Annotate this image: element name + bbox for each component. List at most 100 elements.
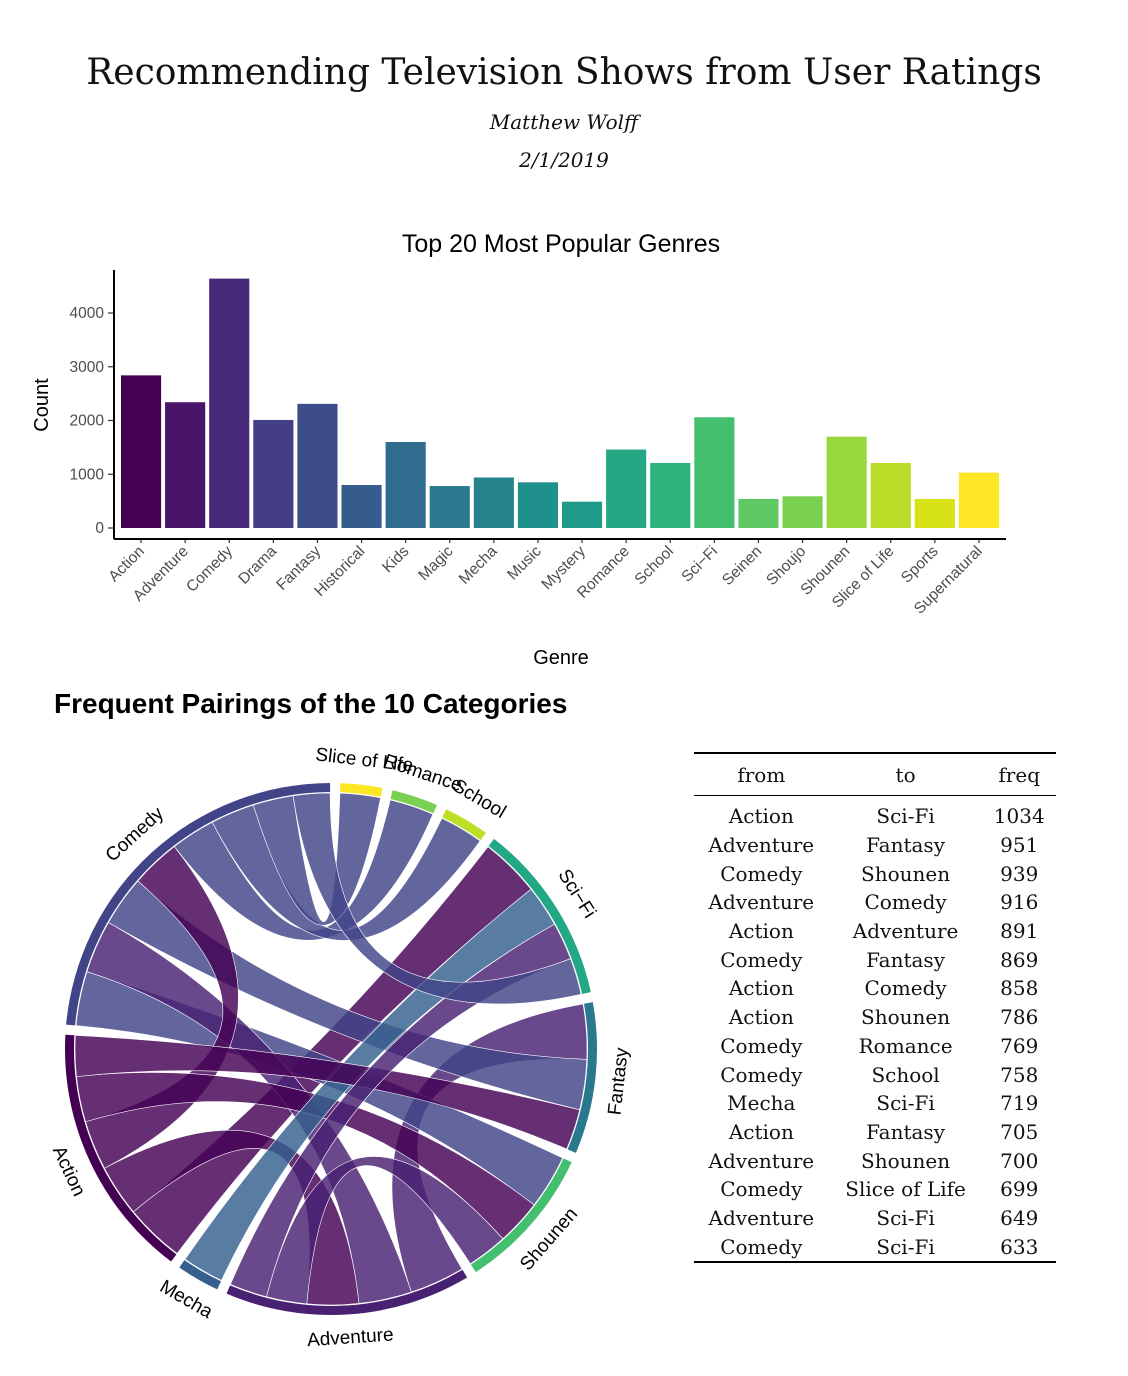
table-cell-to: Slice of Life <box>845 1177 966 1202</box>
column-header-from: from <box>737 762 786 787</box>
table-cell-to: Romance <box>858 1033 953 1058</box>
bar-chart-title: Top 20 Most Popular Genres <box>402 230 720 258</box>
table-row: Adventure Sci-Fi 649 <box>694 1204 1056 1233</box>
table-cell-to: Sci-Fi <box>876 804 935 829</box>
chord-link <box>252 792 381 926</box>
table-cell-to: Sci-Fi <box>876 1234 935 1259</box>
x-tick-label: Magic <box>415 543 456 584</box>
table-cell-to: Fantasy <box>866 947 945 972</box>
table-cell-from: Action <box>728 976 794 1001</box>
table-cell-to: Fantasy <box>866 833 945 858</box>
table-cell-from: Comedy <box>720 1177 803 1202</box>
table-cell-from: Adventure <box>708 833 815 858</box>
column-header-freq: freq <box>998 762 1040 787</box>
table-cell-freq: 700 <box>1000 1148 1039 1173</box>
table-cell-from: Adventure <box>708 1148 815 1173</box>
bar-seinen <box>738 498 779 528</box>
sector-slice-of-life <box>339 783 383 797</box>
chord-diagram: Slice of LifeRomanceSchoolSci−FiFantasyS… <box>48 744 633 1352</box>
document-author: Matthew Wolff <box>489 110 639 134</box>
chord-sectors <box>65 783 597 1315</box>
table-row: Adventure Shounen 700 <box>694 1146 1056 1175</box>
table-row: Comedy Fantasy 869 <box>694 945 1056 974</box>
pairings-table: from to freq Action Sci-Fi 1034 Adventure Fa… <box>694 752 1056 1263</box>
table-cell-freq: 769 <box>1000 1033 1039 1058</box>
y-tick-label: 3000 <box>70 359 105 376</box>
bar-chart-xlabel: Genre <box>533 647 589 669</box>
table-row: Comedy Sci-Fi 633 <box>694 1232 1056 1262</box>
x-tick-label: Seinen <box>719 543 765 589</box>
table-cell-to: Fantasy <box>866 1119 945 1144</box>
bar-shounen <box>826 436 867 528</box>
table-cell-from: Mecha <box>727 1091 796 1116</box>
table-cell-from: Adventure <box>708 1205 815 1230</box>
chord-link <box>74 1035 581 1150</box>
sector-romance <box>390 790 437 814</box>
table-cell-freq: 758 <box>1000 1062 1039 1087</box>
table-cell-from: Adventure <box>708 890 815 915</box>
table-row: Comedy School 758 <box>694 1060 1056 1089</box>
table-cell-from: Comedy <box>720 1062 803 1087</box>
sector-label: Sci−Fi <box>554 866 600 922</box>
table-row: Adventure Fantasy 951 <box>694 831 1056 860</box>
sector-label: Fantasy <box>604 1046 632 1116</box>
table-row: Action Sci-Fi 1034 <box>694 796 1056 831</box>
table-cell-freq: 699 <box>1000 1177 1039 1202</box>
bar-music <box>517 482 559 528</box>
sector-label: Adventure <box>306 1325 394 1352</box>
bar-sci-fi <box>694 417 735 528</box>
bar-comedy <box>209 278 250 528</box>
table-cell-from: Comedy <box>720 947 803 972</box>
x-tick-label: Mecha <box>456 543 501 588</box>
table-cell-to: Shounen <box>861 1005 951 1030</box>
table-cell-from: Comedy <box>720 1234 803 1259</box>
table-cell-freq: 786 <box>1000 1005 1039 1030</box>
document-title: Recommending Television Shows from User … <box>86 52 1042 93</box>
sector-mecha <box>179 1260 222 1290</box>
bar-slice-of-life <box>870 462 911 528</box>
x-tick-label: Kids <box>379 543 413 577</box>
bar-shoujo <box>782 496 823 528</box>
column-header-to: to <box>895 762 916 787</box>
bar-chart-ylabel: Count <box>31 378 53 432</box>
table-cell-to: Comedy <box>864 890 947 915</box>
y-tick-label: 0 <box>95 520 104 537</box>
bar-romance <box>606 449 647 528</box>
bar-magic <box>429 486 470 528</box>
x-tick-label: Action <box>105 543 147 585</box>
table-cell-from: Action <box>728 919 794 944</box>
table-row: Comedy Romance 769 <box>694 1032 1056 1061</box>
table-header-row: from to freq <box>694 753 1056 796</box>
sector-shounen <box>470 1158 572 1273</box>
chord-link <box>266 1156 504 1305</box>
table-cell-freq: 705 <box>1000 1119 1039 1144</box>
chord-diagram-title: Frequent Pairings of the 10 Categories <box>54 688 568 719</box>
table-cell-freq: 1034 <box>993 804 1045 829</box>
y-tick-label: 2000 <box>70 413 105 430</box>
x-tick-label: Music <box>504 543 545 584</box>
document-date: 2/1/2019 <box>519 148 609 172</box>
y-tick-label: 4000 <box>70 305 105 322</box>
genre-bar-chart: Top 20 Most Popular Genres Count Genre A… <box>31 230 1006 669</box>
y-tick-label: 1000 <box>70 466 105 483</box>
table-cell-freq: 633 <box>1000 1234 1039 1259</box>
bar-drama <box>253 419 294 528</box>
bar-school <box>650 462 691 528</box>
table-row: Action Adventure 891 <box>694 917 1056 946</box>
table-row: Action Fantasy 705 <box>694 1118 1056 1147</box>
table-row: Adventure Comedy 916 <box>694 888 1056 917</box>
table-cell-freq: 916 <box>1000 890 1039 915</box>
table-cell-from: Comedy <box>720 861 803 886</box>
bar-action <box>120 375 162 528</box>
chord-link <box>292 792 582 1005</box>
table-cell-freq: 939 <box>1000 861 1039 886</box>
sector-fantasy <box>567 1002 597 1153</box>
table-row: Action Shounen 786 <box>694 1003 1056 1032</box>
table-cell-from: Comedy <box>720 1033 803 1058</box>
x-tick-label: School <box>632 543 678 589</box>
sector-school <box>442 809 486 841</box>
table-cell-from: Action <box>728 1119 794 1144</box>
table-cell-to: Sci-Fi <box>876 1091 935 1116</box>
table-cell-to: Shounen <box>861 1148 951 1173</box>
